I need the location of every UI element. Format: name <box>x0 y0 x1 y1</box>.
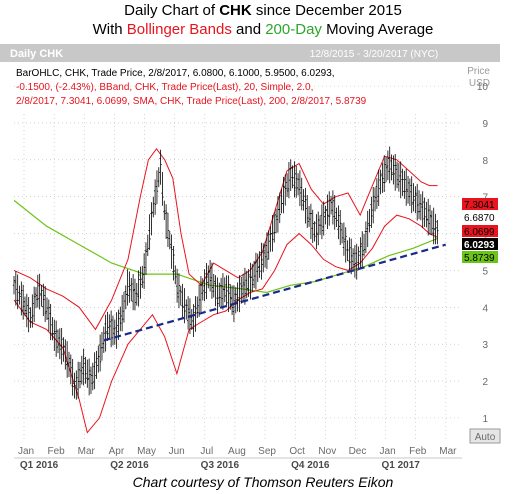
chart-frame: Daily CHK 12/8/2015 - 3/20/2017 (NYC) Pr… <box>0 44 526 472</box>
y-tick-label-4: 4 <box>482 303 488 314</box>
legend-line-ohlc: BarOHLC, CHK, Trade Price, 2/8/2017, 6.0… <box>16 68 335 79</box>
x-tick-label-12: Jan <box>380 446 396 457</box>
bollinger-lower-line <box>13 214 438 434</box>
price-box-label: 6.6870 <box>464 213 495 224</box>
title-sma: 200-Day <box>265 21 322 38</box>
x-tick-label-10: Nov <box>318 446 336 457</box>
auto-label[interactable]: Auto <box>475 432 496 443</box>
x-tick-label-9: Oct <box>289 446 305 457</box>
series-layer <box>12 146 447 434</box>
price-box-label: 6.0293 <box>464 240 495 251</box>
quarter-label-1: Q2 2016 <box>110 460 149 471</box>
bollinger-upper-line <box>13 147 438 331</box>
price-box-bg <box>462 211 498 223</box>
x-tick-label-11: Dec <box>349 446 367 457</box>
header-bar <box>0 44 500 62</box>
price-box-layer: 7.3041 6.6870 6.0699 6.0293 5.8739 <box>462 198 498 264</box>
title-and: and <box>231 21 266 38</box>
y-tick-label-1: 1 <box>482 414 488 425</box>
x-tick-label-6: Jul <box>200 446 213 457</box>
date-range: 12/8/2015 - 3/20/2017 (NYC) <box>310 49 438 60</box>
trendline <box>103 243 447 342</box>
title2-suffix: Moving Average <box>321 21 434 38</box>
y-tick-label-8: 8 <box>482 156 488 167</box>
price-box-bg <box>462 225 498 237</box>
grid-layer <box>14 85 462 440</box>
x-tick-label-0: Jan <box>18 446 34 457</box>
price-box-label: 6.0699 <box>464 227 495 238</box>
quarter-label-0: Q1 2016 <box>20 460 59 471</box>
legend-line-values: 2/8/2017, 7.3041, 6.0699, SMA, CHK, Trad… <box>16 96 367 107</box>
price-box-1: 6.6870 <box>462 211 498 224</box>
title-bollinger: Bollinger Bands <box>126 21 232 38</box>
x-tick-label-3: Apr <box>109 446 125 457</box>
currency-label: USD <box>469 78 490 89</box>
x-tick-label-13: Feb <box>409 446 427 457</box>
legend-bband-values: 2/8/2017, 7.3041, 6.0699, SMA, CHK, Trad… <box>16 96 367 107</box>
price-box-label: 7.3041 <box>464 200 495 211</box>
credit-caption: Chart courtesy of Thomson Reuters Eikon <box>132 474 394 490</box>
quarter-label-4: Q1 2017 <box>381 460 420 471</box>
legend-layer: BarOHLC, CHK, Trade Price, 2/8/2017, 6.0… <box>16 68 367 107</box>
price-box-2: 6.0699 <box>462 225 498 238</box>
y-tick-label-9: 9 <box>482 119 488 130</box>
x-tick-label-4: May <box>137 446 156 457</box>
price-box-3: 6.0293 <box>462 238 498 251</box>
title2-prefix: With <box>92 21 127 38</box>
y-tick-label-2: 2 <box>482 377 488 388</box>
price-box-4: 5.8739 <box>462 251 498 264</box>
x-tick-label-14: Mar <box>439 446 457 457</box>
x-tick-label-7: Aug <box>228 446 246 457</box>
quarter-label-2: Q3 2016 <box>201 460 240 471</box>
y-tick-label-5: 5 <box>482 266 488 277</box>
x-tick-label-5: Jun <box>169 446 185 457</box>
price-box-label: 5.8739 <box>464 253 495 264</box>
title-ticker: CHK <box>219 2 252 19</box>
chart-title-line2: With Bollinger Bands and 200-Day Moving … <box>0 21 526 38</box>
auto-button[interactable]: Auto <box>469 428 501 444</box>
x-tick-label-8: Sep <box>258 446 276 457</box>
price-box-bg <box>462 251 498 263</box>
x-tick-label-2: Mar <box>78 446 96 457</box>
chart-title-line1: Daily Chart of CHK since December 2015 <box>0 2 526 19</box>
chart-name: Daily CHK <box>10 48 63 60</box>
price-box-bg <box>462 198 498 210</box>
chart-svg: Daily CHK 12/8/2015 - 3/20/2017 (NYC) Pr… <box>0 44 526 472</box>
legend-line-bband: -0.1500, (-2.43%), BBand, CHK, Trade Pri… <box>16 82 313 93</box>
x-tick-label-1: Feb <box>48 446 66 457</box>
y-tick-label-3: 3 <box>482 340 488 351</box>
sma-200-line <box>13 199 438 294</box>
title-prefix: Daily Chart of <box>124 2 220 19</box>
y-tick-label-10: 10 <box>477 82 489 93</box>
price-box-0: 7.3041 <box>462 198 498 211</box>
axis-layer: 12345678910JanFebMarAprMayJunJulAugSepOc… <box>14 82 488 471</box>
title-suffix: since December 2015 <box>251 2 402 19</box>
quarter-label-3: Q4 2016 <box>291 460 330 471</box>
price-axis-title: Price <box>467 66 490 77</box>
price-box-bg <box>462 238 498 250</box>
